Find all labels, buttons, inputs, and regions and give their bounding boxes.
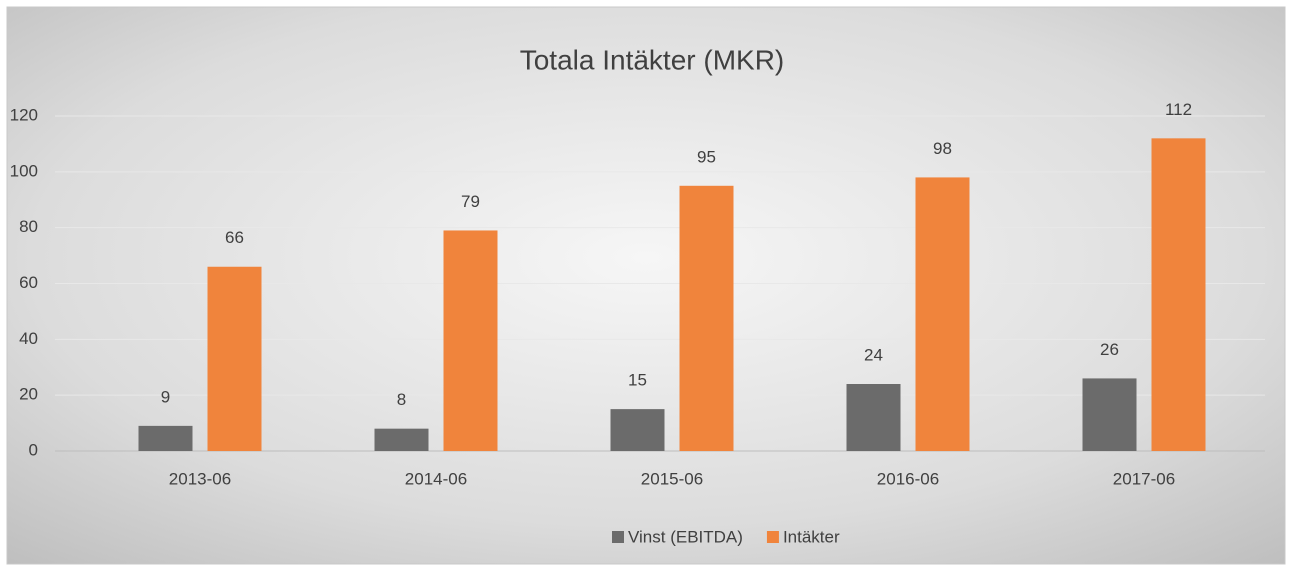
x-tick-label: 2013-06 [169,469,231,488]
x-tick-label: 2016-06 [877,469,939,488]
value-label: 9 [161,387,170,406]
value-label: 15 [628,371,647,390]
page: Totala Intäkter (MKR) 0 20 40 60 80 100 120 201… [0,0,1292,571]
bar [611,409,665,451]
value-label: 66 [225,228,244,247]
bar [444,230,498,451]
y-tick-label: 120 [10,105,38,124]
y-tick-label: 80 [19,217,38,236]
y-tick-label: 40 [19,329,38,348]
value-label: 26 [1100,340,1119,359]
legend-label: Intäkter [783,527,840,546]
y-tick-label: 20 [19,385,38,404]
y-tick-label: 100 [10,161,38,180]
chart-title: Totala Intäkter (MKR) [520,44,785,75]
legend-label: Vinst (EBITDA) [628,527,743,546]
value-label: 95 [697,147,716,166]
value-label: 8 [397,390,406,409]
bar [916,177,970,451]
legend-swatch [767,531,779,543]
bar [208,267,262,451]
bar [680,186,734,451]
y-tick-label: 0 [29,440,38,459]
bar [847,384,901,451]
bar [139,426,193,451]
x-tick-label: 2015-06 [641,469,703,488]
x-tick-label: 2014-06 [405,469,467,488]
bar [1152,138,1206,451]
value-label: 79 [461,192,480,211]
value-label: 112 [1165,100,1192,119]
legend-swatch [612,531,624,543]
chart: Totala Intäkter (MKR) 0 20 40 60 80 100 120 201… [0,0,1292,571]
value-label: 24 [864,345,883,364]
bar [375,429,429,451]
x-tick-label: 2017-06 [1113,469,1175,488]
value-label: 98 [933,139,952,158]
bar [1083,378,1137,451]
y-tick-label: 60 [19,273,38,292]
